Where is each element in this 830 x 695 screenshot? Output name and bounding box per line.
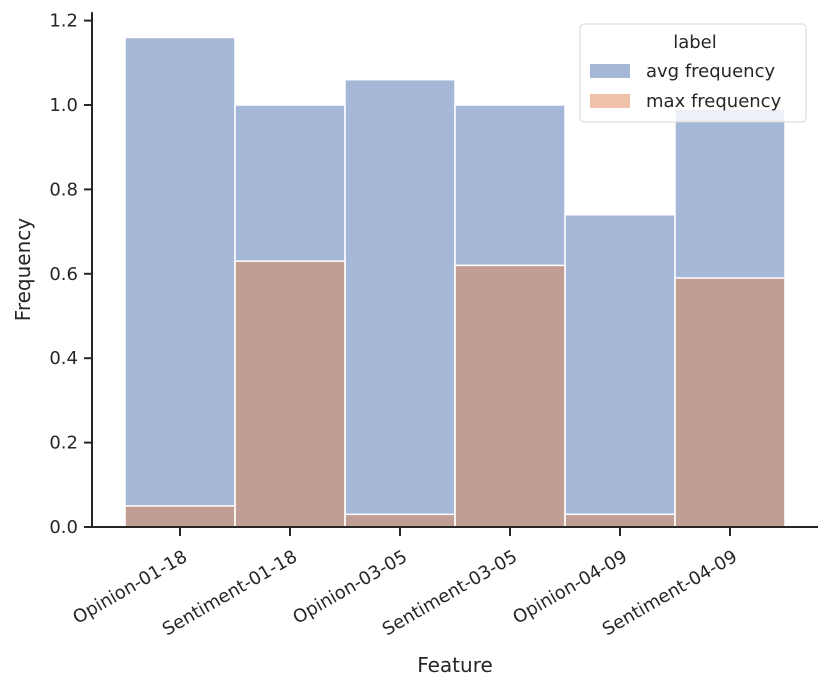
bar-2-sentiment-04-09 [674, 277, 786, 528]
bar-2-opinion-01-18 [124, 505, 236, 528]
bar-2-opinion-04-09 [564, 513, 676, 528]
bar-2-sentiment-03-05 [454, 264, 566, 528]
y-tick-label: 0.2 [49, 433, 78, 454]
y-tick-label: 1.2 [49, 11, 78, 32]
y-tick-label: 0.4 [49, 348, 78, 369]
bar-2-sentiment-01-18 [234, 260, 346, 528]
bar-2-opinion-03-05 [344, 513, 456, 528]
bar-1-opinion-03-05 [344, 78, 456, 528]
legend-items: avg frequency max frequency [590, 61, 782, 112]
legend-label-2: max frequency [646, 91, 782, 112]
bar-1-opinion-01-18 [124, 36, 236, 528]
bars-layer [124, 36, 786, 528]
legend: label avg frequency max frequency [579, 23, 807, 123]
y-tick-label: 0.6 [49, 264, 78, 285]
y-tick-label: 0.0 [49, 517, 78, 538]
legend-title: label [673, 32, 717, 53]
series-2-bars [124, 260, 786, 528]
y-ticks: 0.0 0.2 0.4 0.6 0.8 1.0 1.2 [49, 11, 92, 538]
legend-swatch-1 [590, 64, 630, 78]
bar-1-opinion-04-09 [564, 213, 676, 528]
y-tick-label: 0.8 [49, 179, 78, 200]
y-axis-label: Frequency [11, 218, 35, 321]
x-ticks: Opinion-01-18Sentiment-01-18Opinion-03-0… [69, 527, 741, 640]
legend-box [579, 23, 807, 123]
legend-swatch-2 [590, 94, 630, 108]
y-tick-label: 1.0 [49, 95, 78, 116]
legend-label-1: avg frequency [646, 61, 775, 82]
x-axis-label: Feature [417, 653, 493, 677]
